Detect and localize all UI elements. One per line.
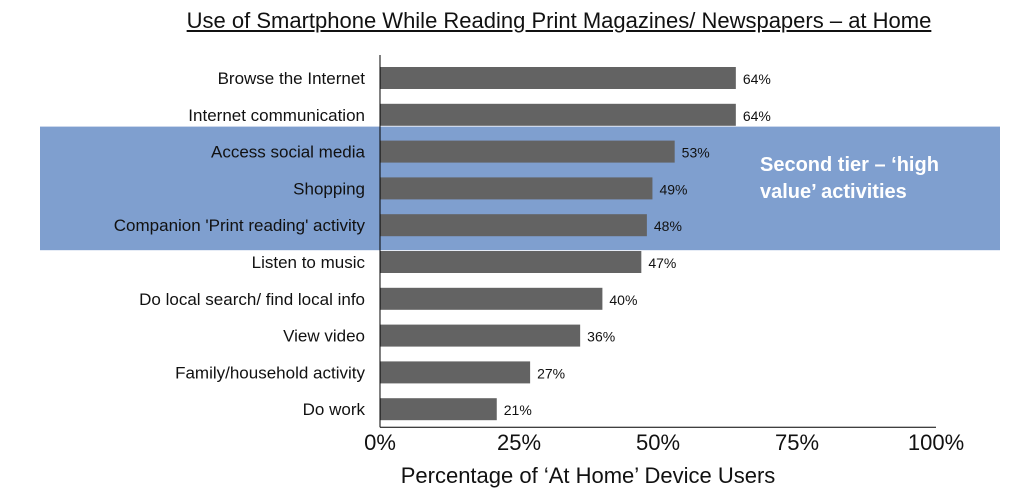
category-label: Browse the Internet — [218, 69, 366, 88]
bar — [380, 103, 736, 126]
bar — [380, 67, 736, 89]
x-tick-label: 0% — [364, 430, 396, 455]
value-label: 27% — [537, 365, 565, 381]
x-axis-title: Percentage of ‘At Home’ Device Users — [400, 463, 776, 488]
category-label: Listen to music — [252, 253, 366, 272]
category-label: Do work — [303, 400, 366, 419]
bar — [380, 214, 647, 237]
x-tick-label: 50% — [636, 430, 680, 455]
bar — [380, 140, 675, 163]
category-label: Companion 'Print reading' activity — [114, 216, 366, 235]
highlight-callout: Second tier – ‘high value’ activities — [760, 154, 939, 203]
category-label: Internet communication — [188, 106, 365, 125]
category-label: Family/household activity — [175, 363, 365, 382]
x-tick-label: 100% — [908, 430, 964, 455]
x-tick-label: 25% — [497, 430, 541, 455]
category-label: Shopping — [293, 179, 365, 198]
value-label: 36% — [587, 329, 615, 345]
x-tick-labels: 0% 25% 50% 75% 100% — [364, 430, 964, 455]
category-labels: Browse the Internet Internet communicatio… — [114, 69, 366, 419]
value-label: 64% — [743, 108, 771, 124]
bars-group — [380, 67, 736, 421]
bar — [380, 361, 531, 384]
chart-title: Use of Smartphone While Reading Print Ma… — [186, 8, 932, 33]
value-label: 40% — [609, 292, 637, 308]
bar — [380, 287, 603, 310]
bar — [380, 398, 497, 421]
bar — [380, 324, 581, 347]
value-labels: 64% 64% 53% 49% 48% 47% 40% 36% 27% 21% — [504, 71, 771, 418]
bar — [380, 251, 642, 273]
bar — [380, 177, 653, 200]
value-label: 47% — [648, 255, 676, 271]
value-label: 21% — [504, 402, 532, 418]
category-label: Do local search/ find local info — [139, 290, 365, 309]
value-label: 64% — [743, 71, 771, 87]
value-label: 53% — [682, 145, 710, 161]
category-label: View video — [283, 327, 365, 346]
value-label: 48% — [654, 218, 682, 234]
x-tick-label: 75% — [775, 430, 819, 455]
category-label: Access social media — [211, 143, 366, 162]
value-label: 49% — [659, 181, 687, 197]
